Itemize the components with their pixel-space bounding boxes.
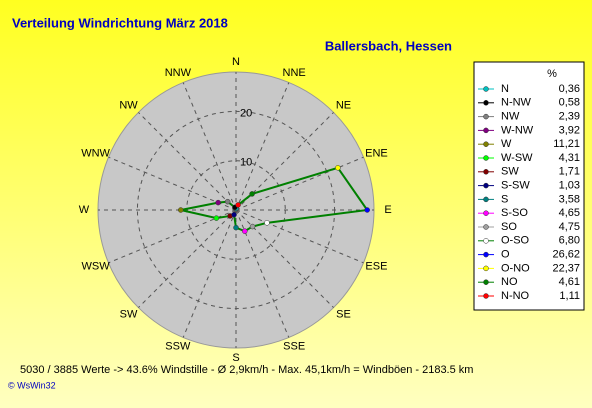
legend-value: 1,11 (559, 290, 580, 302)
direction-label: NNW (165, 67, 192, 79)
spoke (235, 209, 364, 264)
legend-value: 4,75 (559, 221, 580, 233)
wind-marker (231, 211, 237, 218)
direction-label: SSW (165, 341, 191, 353)
legend-label: N-NW (501, 97, 532, 109)
legend-marker (483, 169, 489, 175)
legend-marker (483, 293, 489, 299)
direction-label: E (384, 204, 391, 216)
legend-marker (483, 127, 489, 134)
legend-label: SW (501, 166, 519, 178)
legend-value: 0,58 (559, 97, 580, 109)
legend-label: S-SO (501, 207, 528, 219)
wind-marker (335, 165, 341, 171)
wind-marker (178, 207, 184, 213)
legend-label: NW (501, 111, 520, 123)
direction-label: NNE (283, 67, 306, 79)
legend-value: 1,71 (559, 166, 580, 178)
direction-label: SE (336, 309, 351, 321)
legend-marker (483, 279, 489, 285)
legend-marker (483, 100, 489, 106)
spoke (182, 82, 237, 211)
spoke (138, 112, 237, 211)
legend-marker (483, 224, 489, 230)
legend-marker (483, 238, 489, 244)
legend-marker (483, 196, 489, 203)
spoke (235, 209, 334, 308)
legend-value: 22,37 (552, 262, 580, 274)
legend-value: 11,21 (553, 138, 580, 150)
footer: 5030 / 3885 Werte -> 43.6% Windstille - … (20, 364, 473, 376)
legend-label: N (501, 83, 509, 95)
spoke (235, 156, 364, 211)
legend-value: 0,36 (559, 83, 580, 95)
spoke (235, 82, 290, 211)
r-tick-label: 20 (240, 107, 252, 119)
direction-label: ENE (365, 147, 388, 159)
wind-marker (233, 224, 239, 231)
wind-marker (264, 220, 270, 226)
direction-label: ESE (365, 261, 387, 273)
chart-subtitle: Ballersbach, Hessen (325, 38, 452, 53)
legend-value: 3,58 (559, 193, 580, 205)
direction-label: N (232, 56, 240, 68)
legend-value: 26,62 (552, 249, 580, 261)
legend-marker (483, 182, 489, 189)
legend-header: % (547, 68, 557, 80)
legend-value: 4,31 (559, 152, 580, 164)
direction-label: SW (120, 309, 138, 321)
legend-label: W (501, 138, 512, 150)
wind-marker (249, 223, 256, 230)
spoke (108, 156, 237, 211)
legend-label: O-NO (501, 262, 530, 274)
legend-marker (483, 86, 489, 92)
direction-label: S (232, 352, 239, 364)
spoke (108, 209, 237, 264)
legend-label: W-SW (501, 152, 533, 164)
wind-marker (213, 215, 220, 221)
legend-value: 2,39 (559, 111, 580, 123)
legend-label: O-SO (501, 235, 530, 247)
wind-marker (364, 207, 370, 213)
wind-marker (224, 198, 231, 205)
legend-value: 4,61 (559, 276, 580, 288)
legend-label: S (501, 193, 508, 205)
legend-marker (483, 113, 489, 120)
legend-label: O (501, 249, 510, 261)
direction-label: NE (336, 99, 351, 111)
wind-marker (215, 199, 221, 206)
legend-value: 3,92 (559, 124, 580, 136)
legend-value: 4,65 (559, 207, 580, 219)
legend-label: SO (501, 221, 517, 233)
legend-marker (483, 210, 489, 216)
legend-label: W-NW (501, 124, 534, 136)
direction-label: WSW (82, 261, 111, 273)
spoke (235, 112, 334, 211)
direction-label: NW (119, 99, 138, 111)
chart-title: Verteilung Windrichtung März 2018 (12, 15, 228, 30)
legend-marker (483, 265, 489, 272)
direction-label: SSE (283, 341, 305, 353)
r-tick-label: 10 (240, 157, 252, 169)
legend-marker (483, 251, 489, 258)
spoke (182, 209, 237, 338)
wind-marker (249, 191, 255, 197)
legend-marker (483, 155, 489, 161)
wind-marker (235, 202, 241, 208)
legend-label: N-NO (501, 290, 530, 302)
spoke (235, 209, 290, 338)
spoke (138, 209, 237, 308)
legend-value: 1,03 (559, 180, 580, 192)
direction-label: WNW (81, 147, 110, 159)
direction-label: W (79, 204, 90, 216)
legend-value: 6,80 (559, 235, 580, 247)
wind-marker (242, 228, 248, 234)
credit: © WsWin32 (8, 380, 56, 390)
legend-marker (483, 141, 489, 147)
legend-label: S-SW (501, 180, 530, 192)
legend-label: NO (501, 276, 518, 288)
